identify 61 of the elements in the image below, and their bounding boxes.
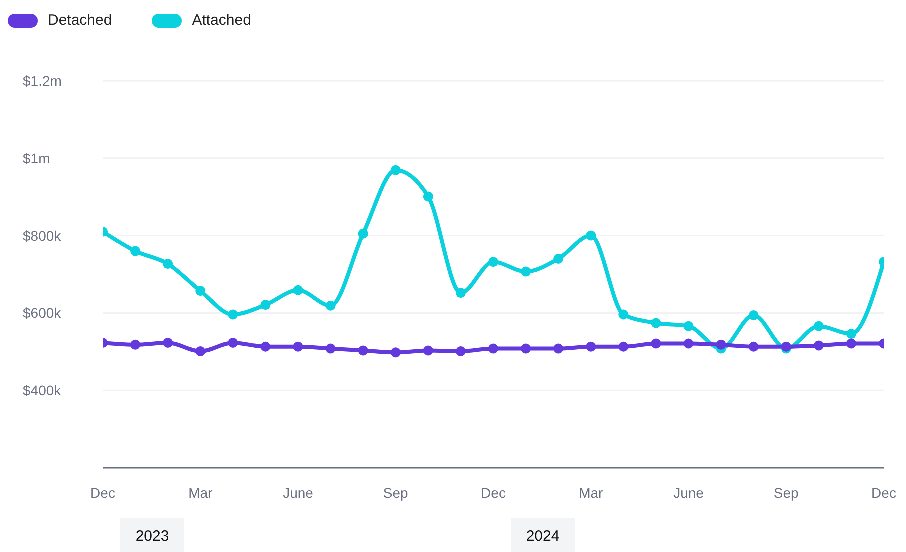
point [196,286,206,296]
point [456,288,466,298]
legend-label: Detached [48,12,112,29]
point [586,342,596,352]
y-tick-label: $800k [23,228,62,244]
point [651,318,662,328]
x-tick-label: Dec [872,484,896,501]
point [358,346,368,356]
y-tick-label: $1m [23,150,50,166]
point [488,257,498,268]
point [130,340,141,350]
y-tick-label: $600k [23,305,62,322]
point [684,321,694,332]
point [163,259,174,270]
point [293,342,304,352]
legend-label: Attached [192,12,252,29]
point [260,342,271,352]
point [196,346,206,357]
point [456,346,466,357]
point [228,310,238,320]
point [554,344,564,354]
point [326,300,336,311]
point [390,165,401,176]
point [684,338,694,349]
text: 2024 [526,528,560,545]
point [488,344,498,354]
x-tick-label: Dec [90,484,116,501]
x-tick-label: Dec [481,484,506,501]
point [521,344,532,354]
x-tick-label: June [283,484,314,501]
point [814,321,824,332]
x-tick-label: Mar [579,484,604,501]
point [618,310,629,320]
point [716,340,726,350]
point [423,192,434,202]
point [390,348,401,358]
point [260,300,271,310]
point [846,329,856,340]
point [748,310,759,321]
point [293,285,304,296]
point [586,230,596,241]
point [618,342,629,352]
text: 2023 [136,528,170,545]
point [228,338,238,348]
point [651,338,662,349]
point [130,246,141,256]
point [521,266,532,277]
point [814,340,824,351]
point [748,342,759,352]
x-tick-label: June [674,484,704,501]
y-tick-label: $1.2m [23,72,62,89]
point [326,344,336,354]
x-tick-label: Sep [774,484,800,501]
point [423,346,434,356]
y-tick-label: $400k [23,382,62,399]
point [846,338,856,349]
point [163,338,174,348]
point [358,228,368,239]
x-tick-label: Sep [383,484,409,501]
point [554,254,564,264]
x-tick-label: Mar [188,484,214,501]
